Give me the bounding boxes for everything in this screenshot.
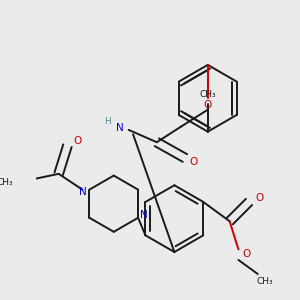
Text: N: N [140, 210, 148, 220]
Text: H: H [104, 117, 111, 126]
Text: CH₃: CH₃ [200, 90, 216, 99]
Text: O: O [74, 136, 82, 146]
Text: N: N [116, 123, 124, 133]
Text: CH₃: CH₃ [256, 277, 273, 286]
Text: N: N [80, 187, 87, 197]
Text: O: O [242, 249, 250, 259]
Text: O: O [204, 100, 212, 110]
Text: O: O [190, 157, 198, 166]
Text: CH₃: CH₃ [0, 178, 13, 187]
Text: O: O [255, 194, 264, 203]
